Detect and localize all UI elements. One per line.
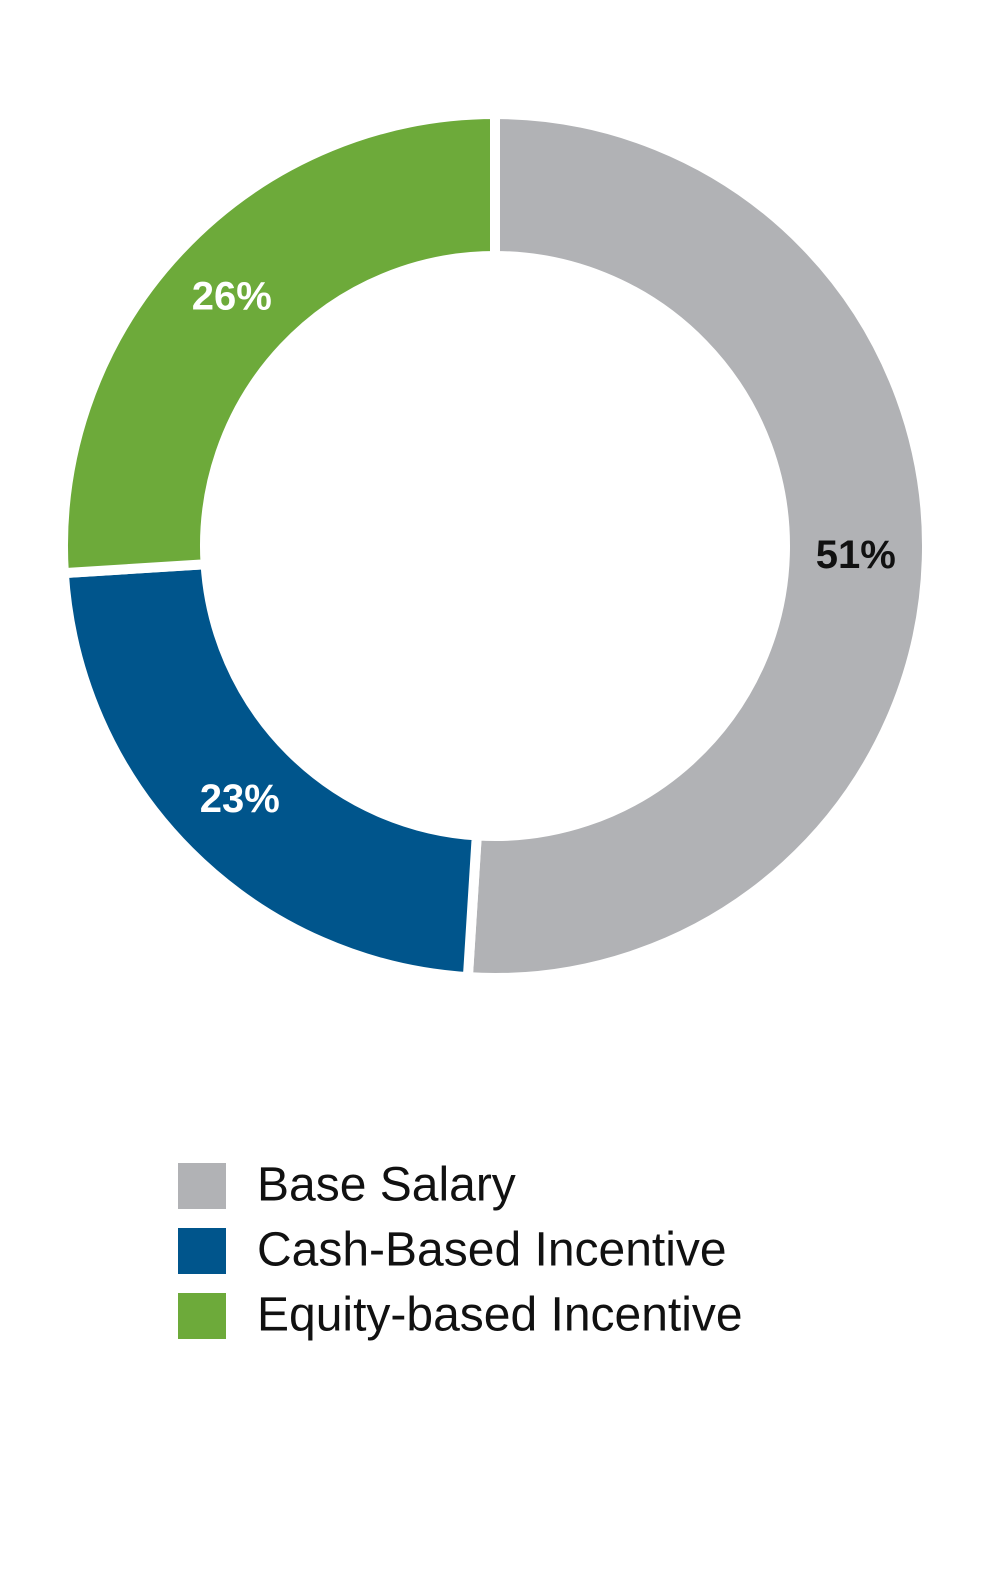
value-label: 51% xyxy=(816,533,896,577)
donut-slice xyxy=(58,558,483,983)
donut-slice xyxy=(462,108,932,983)
legend-label: Cash-Based Incentive xyxy=(257,1224,727,1277)
donut-slice xyxy=(58,108,500,579)
legend-label: Equity-based Incentive xyxy=(257,1289,743,1342)
legend-swatch xyxy=(178,1163,226,1209)
value-label: 23% xyxy=(200,777,280,821)
legend-swatch xyxy=(178,1228,226,1274)
value-label: 26% xyxy=(192,274,272,318)
legend-label: Base Salary xyxy=(257,1159,516,1212)
legend-swatch xyxy=(178,1293,226,1339)
